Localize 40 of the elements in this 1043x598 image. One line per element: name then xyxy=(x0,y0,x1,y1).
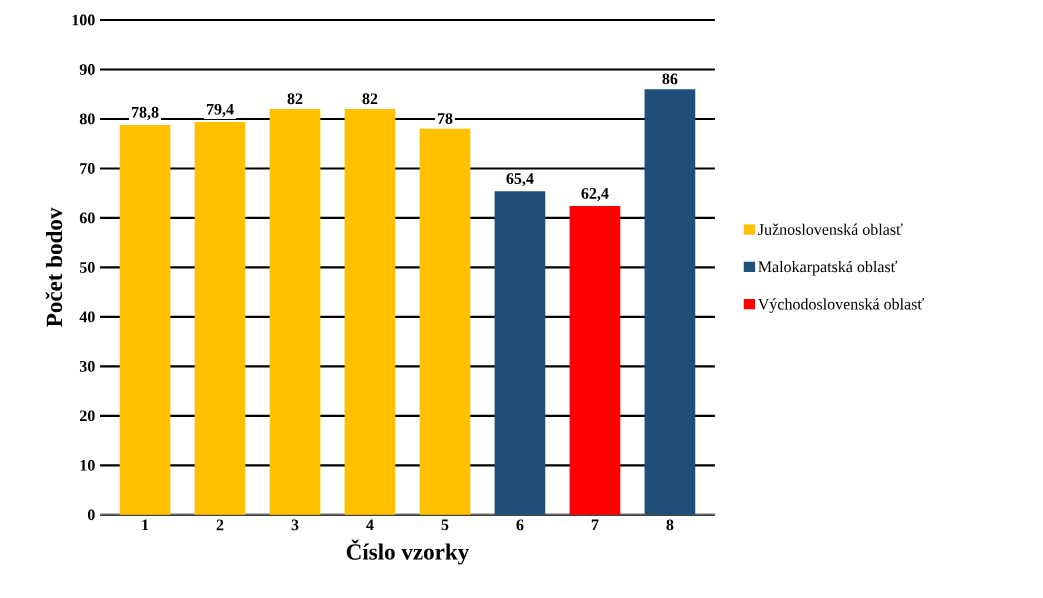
bar xyxy=(569,206,621,516)
x-tick-label: 2 xyxy=(216,519,224,531)
data-label: 82 xyxy=(287,93,303,105)
x-tick-label: 6 xyxy=(516,519,524,531)
y-tick-label: 0 xyxy=(87,509,95,521)
data-label: 78 xyxy=(437,113,453,125)
bar xyxy=(269,109,321,516)
x-tick-label: 4 xyxy=(366,519,374,531)
bar xyxy=(644,89,696,516)
data-label: 82 xyxy=(362,93,378,105)
y-tick-label: 50 xyxy=(79,262,95,274)
y-tick-label: 10 xyxy=(80,460,95,471)
bar xyxy=(119,125,171,516)
y-tick-label: 100 xyxy=(72,14,95,26)
data-label: 65,4 xyxy=(506,173,534,187)
x-tick-label: 5 xyxy=(441,519,449,531)
x-tick-label: 7 xyxy=(591,519,599,531)
data-label: 62,4 xyxy=(581,188,609,202)
bar xyxy=(419,129,471,516)
x-tick-label: 3 xyxy=(291,519,299,531)
x-tick-label: 1 xyxy=(142,519,149,531)
y-tick-label: 90 xyxy=(79,64,95,76)
y-tick-label: 60 xyxy=(79,212,95,224)
y-tick-label: 70 xyxy=(80,163,95,175)
y-axis-title: Počet bodov xyxy=(45,207,63,328)
data-label: 86 xyxy=(662,73,678,85)
legend-label: Južnoslovenská oblasť xyxy=(758,223,903,236)
bar xyxy=(494,191,546,516)
bar xyxy=(194,122,246,516)
data-label: 79,4 xyxy=(206,104,234,118)
legend-label: Malokarpatská oblasť xyxy=(758,260,898,276)
x-axis-title: Číslo vzorky xyxy=(346,539,469,565)
legend-label: Východoslovenská oblasť xyxy=(758,298,924,314)
data-label: 78,8 xyxy=(131,107,159,121)
bar xyxy=(344,109,396,516)
x-tick-label: 8 xyxy=(666,519,674,531)
y-tick-label: 20 xyxy=(79,410,95,422)
y-tick-label: 40 xyxy=(79,311,95,323)
y-tick-label: 30 xyxy=(79,361,95,372)
y-tick-label: 80 xyxy=(79,113,95,125)
